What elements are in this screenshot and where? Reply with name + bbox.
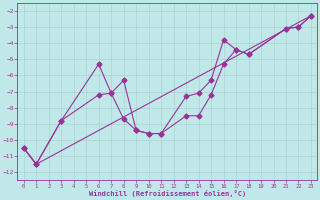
X-axis label: Windchill (Refroidissement éolien,°C): Windchill (Refroidissement éolien,°C) bbox=[89, 190, 246, 197]
